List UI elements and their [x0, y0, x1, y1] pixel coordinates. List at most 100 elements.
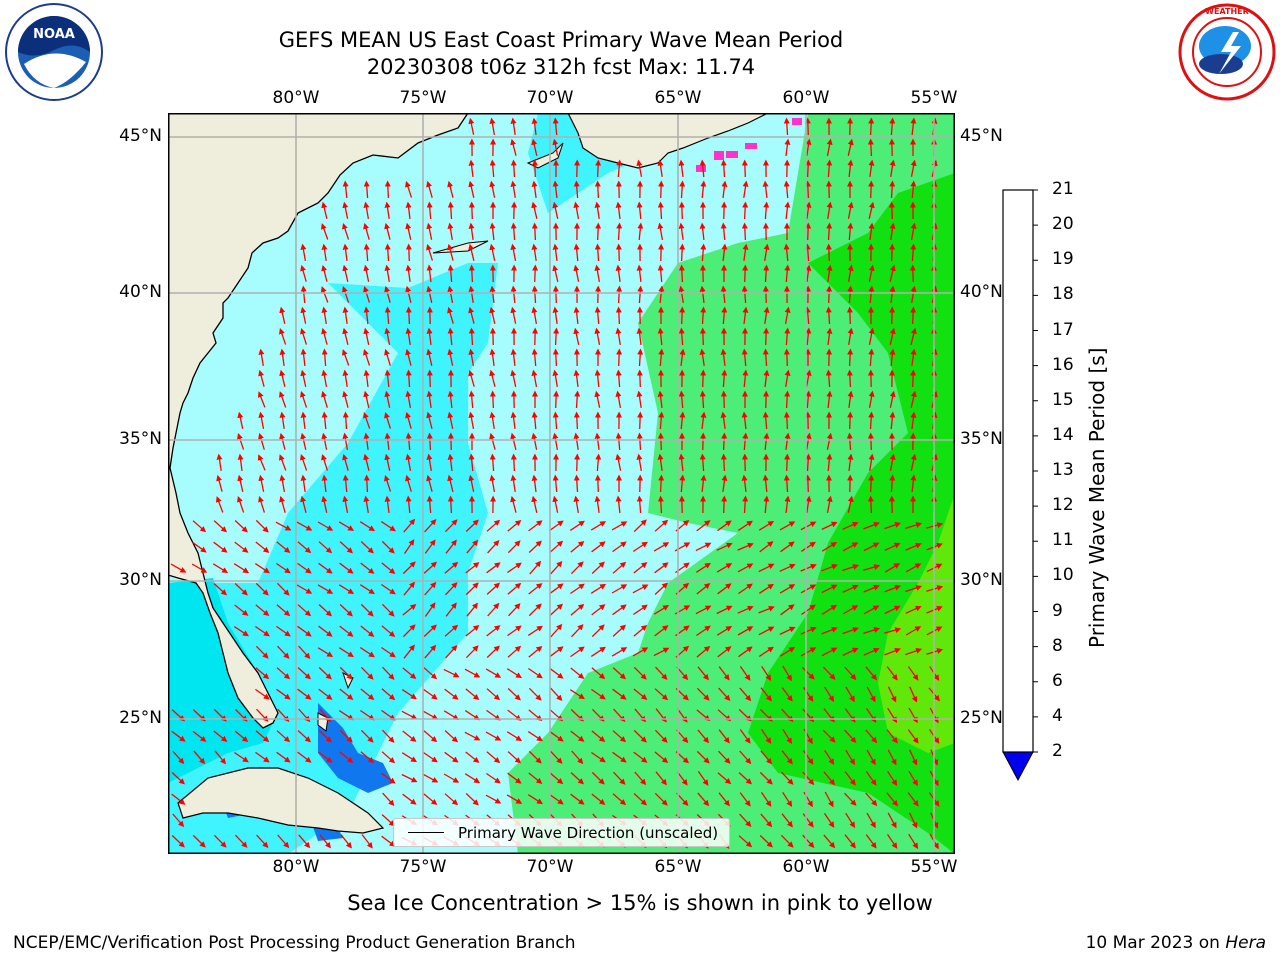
wave-direction-arrow — [910, 306, 917, 325]
wave-direction-arrow — [338, 521, 355, 531]
wave-direction-arrow — [531, 117, 538, 135]
wave-direction-arrow — [276, 541, 291, 554]
wave-direction-arrow — [255, 625, 270, 637]
wave-direction-arrow — [654, 751, 669, 764]
wave-direction-arrow — [824, 749, 835, 765]
wave-direction-arrow — [255, 751, 270, 763]
wave-direction-arrow — [742, 306, 749, 324]
wave-direction-arrow — [506, 731, 523, 741]
wave-direction-arrow — [591, 793, 606, 805]
wave-direction-arrow — [403, 518, 416, 533]
lat-label-right: 30°N — [960, 570, 1003, 590]
wave-direction-arrow — [616, 159, 623, 178]
lat-label-left: 40°N — [119, 282, 162, 302]
wave-direction-arrow — [573, 264, 580, 282]
wave-direction-arrow — [527, 794, 543, 805]
wave-direction-arrow — [782, 791, 793, 807]
wave-direction-arrow — [804, 117, 811, 136]
wave-direction-arrow — [826, 222, 833, 241]
wave-direction-arrow — [401, 689, 417, 700]
lat-label-left: 30°N — [119, 570, 162, 590]
map-gridlines — [168, 113, 955, 854]
wave-direction-arrow — [465, 688, 480, 701]
wave-direction-arrow — [868, 285, 875, 304]
wave-direction-arrow — [426, 474, 433, 492]
wave-direction-arrow — [760, 750, 773, 765]
wave-direction-arrow — [468, 327, 475, 346]
wave-direction-arrow — [529, 560, 542, 575]
wave-direction-arrow — [699, 453, 706, 472]
wave-direction-arrow — [528, 645, 543, 658]
wave-direction-arrow — [717, 772, 732, 785]
wave-direction-arrow — [234, 520, 248, 533]
wave-direction-arrow — [905, 563, 922, 573]
wave-direction-arrow — [384, 180, 391, 199]
wave-direction-arrow — [384, 201, 391, 219]
wave-direction-arrow — [276, 582, 290, 596]
nws-logo: WEATHER — [1178, 3, 1276, 101]
wave-direction-arrow — [384, 327, 391, 346]
wave-direction-arrow — [443, 710, 460, 720]
wave-direction-arrow — [277, 834, 290, 849]
wave-direction-arrow — [381, 646, 396, 658]
wave-direction-arrow — [842, 605, 859, 615]
wave-direction-arrow — [594, 201, 601, 219]
wave-direction-arrow — [426, 243, 434, 261]
wave-direction-arrow — [510, 369, 517, 387]
wave-direction-arrow — [884, 627, 902, 634]
wave-direction-arrow — [360, 688, 375, 701]
wave-direction-arrow — [910, 411, 917, 429]
wave-direction-arrow — [258, 369, 265, 387]
wave-direction-arrow — [633, 666, 647, 680]
wave-direction-arrow — [193, 750, 206, 765]
wave-direction-arrow — [300, 327, 308, 345]
lon-label-bottom: 75°W — [399, 857, 447, 877]
wave-direction-arrow — [363, 348, 371, 366]
wave-direction-arrow — [360, 625, 375, 637]
wave-direction-arrow — [489, 369, 496, 387]
wave-direction-arrow — [234, 541, 249, 553]
wave-direction-arrow — [384, 348, 391, 366]
wave-direction-arrow — [763, 327, 770, 346]
wave-direction-arrow — [401, 710, 418, 720]
wave-direction-arrow — [426, 285, 433, 303]
wave-direction-arrow — [846, 369, 853, 388]
wave-direction-arrow — [653, 605, 670, 615]
wave-direction-arrow — [842, 564, 860, 572]
wave-direction-arrow — [805, 327, 812, 346]
wave-direction-arrow — [847, 348, 854, 367]
wave-direction-arrow — [321, 201, 328, 219]
wave-direction-arrow — [826, 327, 833, 345]
wave-direction-arrow — [321, 348, 328, 367]
wave-direction-arrow — [318, 562, 333, 574]
wave-direction-arrow — [342, 180, 349, 199]
wave-direction-arrow — [697, 792, 710, 807]
wave-direction-arrow — [447, 201, 454, 220]
wave-direction-arrow — [212, 563, 229, 573]
wave-direction-arrow — [279, 369, 286, 387]
lon-label-bottom: 60°W — [782, 857, 830, 877]
wave-direction-arrow — [402, 793, 417, 805]
wave-direction-arrow — [783, 117, 790, 136]
wave-direction-arrow — [782, 665, 792, 682]
colorbar-tick-label: 16 — [1052, 354, 1074, 375]
wave-direction-arrow — [570, 772, 585, 785]
wave-direction-arrow — [573, 474, 580, 493]
wave-direction-arrow — [887, 812, 897, 829]
wave-direction-arrow — [384, 222, 391, 240]
wave-direction-arrow — [784, 495, 791, 513]
wave-direction-arrow — [321, 369, 328, 388]
wave-direction-arrow — [489, 285, 496, 303]
lon-label-top: 80°W — [272, 88, 320, 108]
wave-direction-arrow — [612, 541, 627, 553]
wave-direction-arrow — [552, 348, 559, 367]
wave-direction-arrow — [676, 771, 688, 786]
wave-direction-arrow — [426, 453, 433, 472]
wave-direction-arrow — [489, 327, 496, 346]
wave-direction-arrow — [612, 561, 627, 574]
wave-direction-arrow — [739, 813, 752, 828]
wave-direction-arrow — [468, 453, 475, 472]
wave-direction-arrow — [742, 264, 749, 283]
wave-direction-arrow — [510, 159, 517, 178]
wave-direction-arrow — [528, 750, 542, 764]
